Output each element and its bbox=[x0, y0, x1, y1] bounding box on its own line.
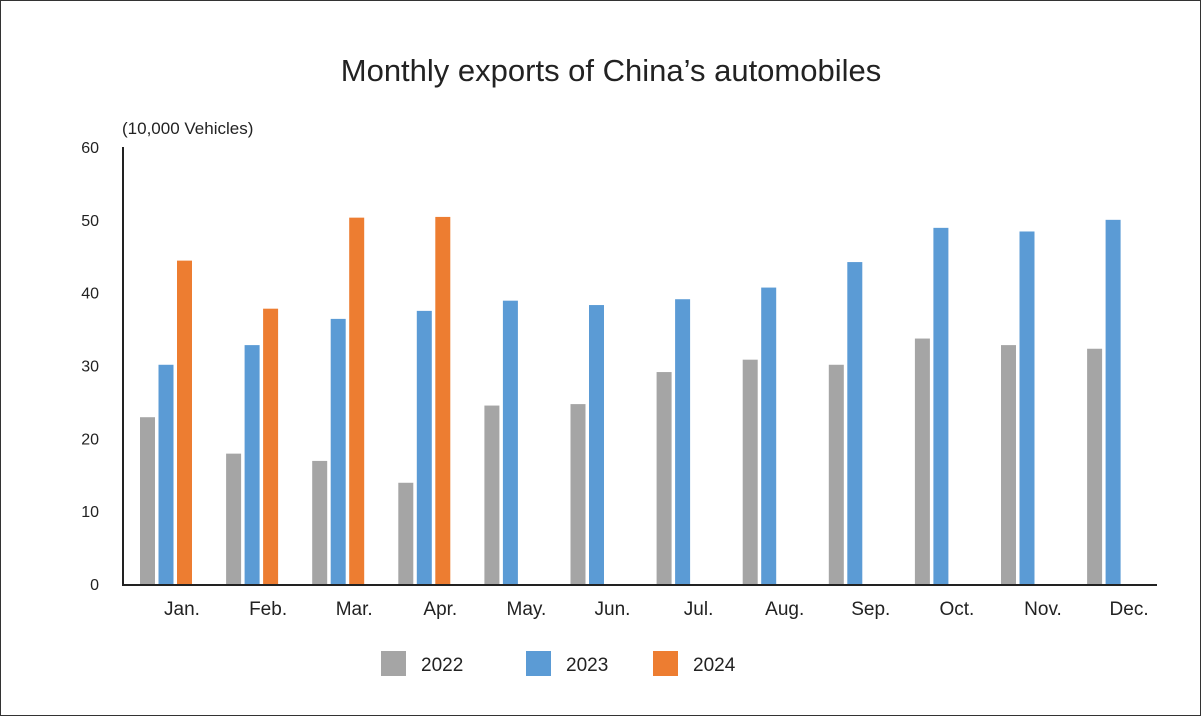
bar-2024-apr bbox=[435, 216, 451, 585]
bar-2022-feb bbox=[226, 453, 242, 584]
x-tick-label: May. bbox=[507, 599, 547, 620]
y-tick-label: 30 bbox=[81, 359, 99, 376]
bar-2022-jul bbox=[656, 372, 672, 584]
y-tick-label: 60 bbox=[81, 140, 99, 157]
y-tick-label: 10 bbox=[81, 504, 99, 521]
legend-label-2022: 2022 bbox=[421, 655, 463, 676]
bar-2023-jun bbox=[589, 305, 604, 584]
bar-2023-jul bbox=[675, 299, 691, 584]
bar-2022-jan bbox=[140, 417, 155, 584]
bar-2022-apr bbox=[398, 482, 414, 584]
y-tick-label: 0 bbox=[90, 577, 99, 594]
bar-2022-jun bbox=[570, 404, 586, 584]
bar-2023-dec bbox=[1105, 219, 1121, 585]
x-tick-label: Dec. bbox=[1110, 599, 1149, 620]
x-tick-label: Apr. bbox=[423, 599, 457, 620]
legend-swatch-2022 bbox=[381, 651, 406, 676]
x-tick-label: Mar. bbox=[336, 599, 373, 620]
bar-2023-aug bbox=[761, 287, 777, 584]
y-tick-label: 20 bbox=[81, 431, 99, 448]
y-tick-label: 40 bbox=[81, 286, 99, 303]
bar-2023-feb bbox=[244, 345, 260, 584]
bar-2024-mar bbox=[349, 217, 365, 585]
y-tick-label: 50 bbox=[81, 213, 99, 230]
x-tick-label: Nov. bbox=[1024, 599, 1062, 620]
x-tick-label: Jan. bbox=[164, 599, 200, 620]
legend-swatch-2023 bbox=[526, 651, 551, 676]
bar-2022-mar bbox=[312, 460, 328, 584]
x-tick-label: Jul. bbox=[684, 599, 714, 620]
bar-2023-nov bbox=[1019, 231, 1035, 584]
bar-2023-oct bbox=[933, 227, 949, 584]
bar-2024-jan bbox=[177, 260, 192, 584]
chart-title: Monthly exports of China’s automobiles bbox=[341, 53, 882, 88]
x-tick-label: Jun. bbox=[595, 599, 631, 620]
legend-label-2023: 2023 bbox=[566, 655, 608, 676]
x-tick-label: Aug. bbox=[765, 599, 804, 620]
bar-2023-jan bbox=[158, 364, 174, 584]
bar-2022-may bbox=[484, 405, 500, 584]
bar-2024-feb bbox=[263, 308, 279, 584]
bar-2023-apr bbox=[416, 310, 432, 584]
bar-2022-sep bbox=[828, 364, 844, 584]
bar-2022-oct bbox=[914, 338, 930, 584]
bar-2023-may bbox=[502, 300, 518, 584]
x-tick-label: Feb. bbox=[249, 599, 287, 620]
bar-2023-sep bbox=[847, 262, 863, 584]
x-tick-label: Oct. bbox=[939, 599, 974, 620]
legend-swatch-2024 bbox=[653, 651, 678, 676]
bar-2022-dec bbox=[1087, 348, 1103, 584]
y-axis-label: (10,000 Vehicles) bbox=[122, 119, 253, 138]
bar-2022-aug bbox=[742, 359, 758, 584]
legend-label-2024: 2024 bbox=[693, 655, 736, 676]
bar-2023-mar bbox=[330, 318, 346, 584]
x-tick-label: Sep. bbox=[851, 599, 890, 620]
bar-2022-nov bbox=[1001, 345, 1016, 584]
